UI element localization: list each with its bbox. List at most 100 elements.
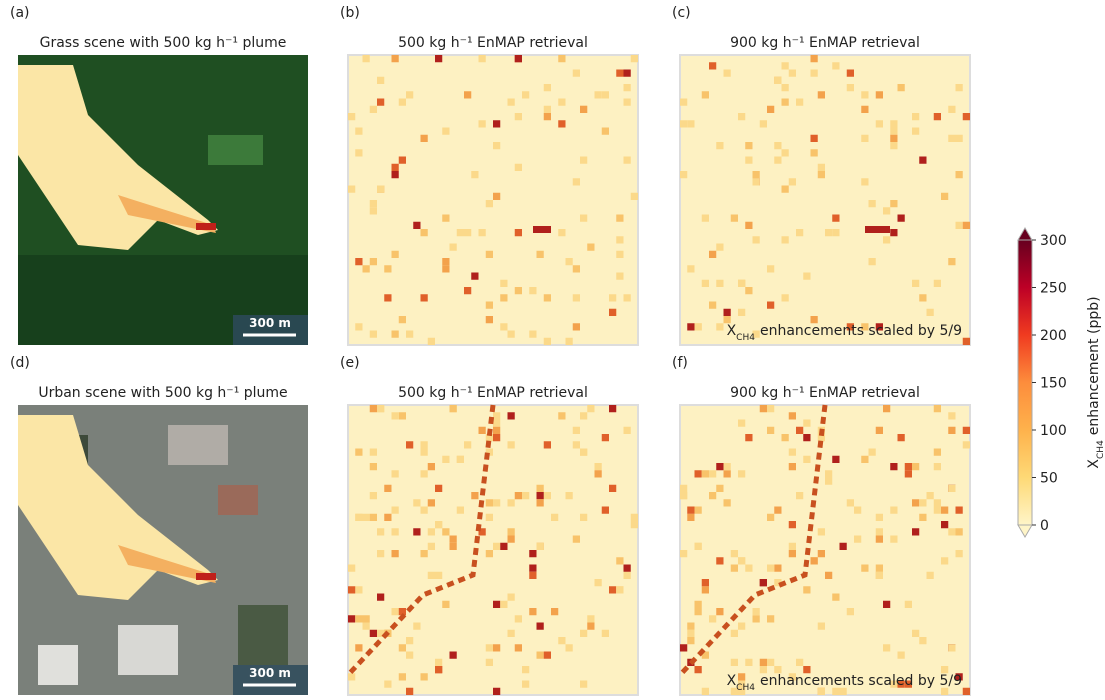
pixel xyxy=(355,513,363,521)
pixel xyxy=(861,323,869,331)
pixel xyxy=(442,455,450,463)
pixel xyxy=(730,687,738,695)
pixel xyxy=(680,171,688,179)
pixel xyxy=(941,521,949,529)
pixel xyxy=(933,279,941,287)
pixel xyxy=(941,506,949,514)
pixel xyxy=(832,687,840,695)
pixel xyxy=(623,156,631,164)
pixel xyxy=(580,105,588,113)
pixel xyxy=(890,134,898,142)
pixel xyxy=(449,542,457,550)
pixel xyxy=(478,120,486,128)
pixel xyxy=(694,600,702,608)
note-part: CH4 xyxy=(736,333,755,343)
pixel xyxy=(623,69,631,77)
pixel xyxy=(543,105,551,113)
pixel xyxy=(427,542,435,550)
pixel xyxy=(442,600,450,608)
pixel xyxy=(687,513,695,521)
pixel xyxy=(587,405,595,413)
pixel xyxy=(716,142,724,150)
scene-image xyxy=(18,405,308,695)
pixel xyxy=(738,673,746,681)
pixel xyxy=(630,192,638,200)
pixel xyxy=(883,207,891,215)
pixel xyxy=(449,651,457,659)
pixel xyxy=(955,134,963,142)
pixel xyxy=(529,550,537,558)
pixel xyxy=(572,426,580,434)
pixel xyxy=(912,499,920,507)
colorbar-label-part: X xyxy=(1086,459,1102,469)
pixel xyxy=(781,149,789,157)
pixel xyxy=(941,687,949,695)
pixel xyxy=(781,62,789,70)
pixel xyxy=(398,608,406,616)
pixel xyxy=(384,513,392,521)
pixel xyxy=(391,506,399,514)
pixel xyxy=(587,615,595,623)
pixel xyxy=(507,593,515,601)
scene-patch xyxy=(38,645,78,685)
pixel xyxy=(738,308,746,316)
pixel xyxy=(420,448,428,456)
pixel xyxy=(558,412,566,420)
pixel xyxy=(616,250,624,258)
colorbar-label-part: CH4 xyxy=(1096,440,1105,459)
scale-bar-label: 300 m xyxy=(249,316,291,330)
pixel xyxy=(384,484,392,492)
pixel xyxy=(485,513,493,521)
pixel xyxy=(348,586,356,594)
pixel xyxy=(420,550,428,558)
note-part: enhancements scaled by 5/9 xyxy=(760,323,962,339)
pixel xyxy=(543,84,551,92)
pixel xyxy=(926,492,934,500)
pixel xyxy=(543,337,551,345)
pixel xyxy=(442,528,450,536)
pixel xyxy=(897,84,905,92)
pixel xyxy=(890,463,898,471)
pixel xyxy=(962,221,970,229)
pixel xyxy=(694,323,702,331)
pixel xyxy=(781,98,789,106)
pixel xyxy=(701,586,709,594)
pixel xyxy=(572,178,580,186)
pixel xyxy=(493,426,501,434)
pixel xyxy=(398,316,406,324)
pixel xyxy=(435,571,443,579)
pixel xyxy=(377,405,385,413)
pixel xyxy=(694,506,702,514)
pixel xyxy=(709,492,717,500)
pixel xyxy=(825,477,833,485)
pixel xyxy=(767,658,775,666)
pixel xyxy=(774,564,782,572)
pixel xyxy=(623,571,631,579)
pixel xyxy=(522,666,530,674)
pixel xyxy=(413,528,421,536)
pixel xyxy=(514,644,522,652)
note-part: CH4 xyxy=(736,683,755,693)
pixel xyxy=(369,405,377,413)
pixel xyxy=(413,622,421,630)
pixel xyxy=(912,127,920,135)
colorbar-tick-label: 250 xyxy=(1040,281,1067,297)
pixel xyxy=(398,156,406,164)
pixel xyxy=(369,330,377,338)
pixel xyxy=(926,571,934,579)
pixel xyxy=(912,113,920,121)
pixel xyxy=(616,236,624,244)
pixel xyxy=(687,323,695,331)
pixel xyxy=(500,279,508,287)
pixel xyxy=(817,687,825,695)
panel-label: (a) xyxy=(10,5,30,21)
pixel xyxy=(536,542,544,550)
pixel xyxy=(817,91,825,99)
pixel xyxy=(680,98,688,106)
pixel xyxy=(680,484,688,492)
pixel xyxy=(616,557,624,565)
pixel xyxy=(384,294,392,302)
pixel xyxy=(738,113,746,121)
pixel xyxy=(391,528,399,536)
colorbar xyxy=(1017,239,1033,526)
